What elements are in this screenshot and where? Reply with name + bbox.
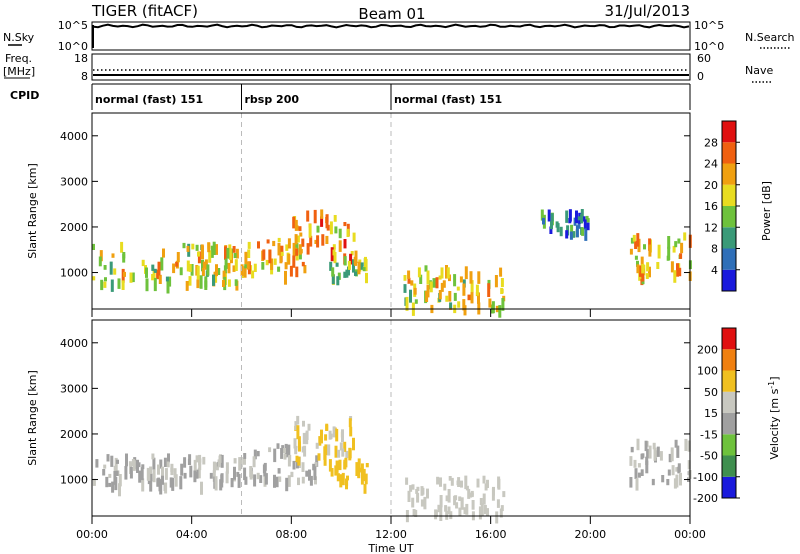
cpid-segment-label: normal (fast) 151 — [95, 93, 203, 106]
station-title: TIGER (fitACF) — [91, 2, 198, 20]
colorbar-swatch — [722, 413, 736, 435]
x-tick-label: 12:00 — [375, 528, 407, 541]
colorbar-swatch — [722, 269, 736, 291]
nsky-panel: N.Sky 10^5 10^0 10^5 10^0 N.Search — [3, 19, 795, 53]
freq-tick-bottom: 8 — [81, 70, 88, 83]
date-title: 31/Jul/2013 — [605, 2, 690, 20]
colorbar-tick-label: 8 — [711, 243, 718, 256]
y-tick-label: 2000 — [60, 221, 88, 234]
colorbar-tick-label: -200 — [693, 492, 718, 505]
colorbar-swatch — [722, 349, 736, 371]
x-tick-label: 08:00 — [275, 528, 307, 541]
nsky-tick-bottom: 10^0 — [58, 40, 88, 53]
nave-label: Nave — [745, 64, 773, 77]
beam-title: Beam 01 — [358, 5, 425, 23]
y-tick-label: 4000 — [60, 337, 88, 350]
echo-region — [540, 209, 590, 241]
colorbar-swatch — [722, 206, 736, 228]
colorbar-tick-label: -100 — [693, 471, 718, 484]
echo-region — [328, 457, 369, 494]
y-tick-label: 1000 — [60, 474, 88, 487]
freq-panel: Freq. [MHz] 18 8 60 0 Nave — [3, 52, 773, 83]
colorbar-swatch — [722, 184, 736, 206]
cpid-label: CPID — [10, 89, 39, 102]
colorbar-swatch — [722, 370, 736, 392]
echo-region — [243, 443, 319, 492]
nsky-trace — [92, 23, 690, 29]
nsky-label: N.Sky — [3, 31, 35, 44]
colorbar-tick-label: 200 — [697, 343, 718, 356]
power-ylabel: Slant Range [km] — [26, 163, 39, 259]
y-tick-label: 4000 — [60, 130, 88, 143]
colorbar-tick-label: 50 — [704, 386, 718, 399]
colorbar-tick-label: 16 — [704, 200, 718, 213]
velocity-colorbar-label: Velocity [m s-1] — [767, 376, 781, 459]
echo-region — [629, 232, 692, 286]
x-axis-label: Time UT — [367, 542, 413, 554]
x-tick-label: 16:00 — [475, 528, 507, 541]
echo-region — [92, 453, 243, 497]
colorbar-tick-label: 20 — [704, 179, 718, 192]
nsearch-label: N.Search — [745, 31, 795, 44]
echo-region — [629, 438, 692, 491]
y-tick-label: 1000 — [60, 267, 88, 280]
colorbar-tick-label: -50 — [700, 450, 718, 463]
colorbar-swatch — [722, 142, 736, 164]
freq-label: Freq. — [5, 52, 32, 65]
nsearch-tick-bottom: 10^0 — [694, 40, 724, 53]
echo-region — [403, 265, 506, 318]
colorbar-swatch — [722, 227, 736, 249]
colorbar-swatch — [722, 328, 736, 350]
echo-region — [243, 237, 307, 285]
power-panel: 1000 2000 3000 4000 Slant Range [km] 4 8 12 16… — [26, 112, 773, 318]
echo-region — [293, 415, 355, 466]
echo-region — [292, 209, 356, 265]
x-tick-label: 00:00 — [76, 528, 108, 541]
nave-tick-top: 60 — [697, 52, 711, 65]
nsearch-tick-top: 10^5 — [694, 19, 724, 32]
colorbar-swatch — [722, 476, 736, 498]
nsky-tick-top: 10^5 — [58, 19, 88, 32]
colorbar-swatch — [722, 455, 736, 477]
colorbar-tick-label: -15 — [700, 428, 718, 441]
echo-region — [329, 250, 368, 286]
colorbar-tick-label: 100 — [697, 365, 718, 378]
colorbar-swatch — [722, 248, 736, 270]
y-tick-label: 3000 — [60, 382, 88, 395]
freq-tick-top: 18 — [74, 52, 88, 65]
cpid-row: CPID normal (fast) 151 rbsp 200 normal (fa… — [10, 83, 691, 110]
colorbar-tick-label: 24 — [704, 158, 718, 171]
colorbar-swatch — [722, 121, 736, 143]
colorbar-swatch — [722, 163, 736, 185]
colorbar-tick-label: 15 — [704, 407, 718, 420]
colorbar-swatch — [722, 434, 736, 456]
y-tick-label: 2000 — [60, 428, 88, 441]
freq-unit-label: [MHz] — [3, 65, 35, 78]
x-axis: 00:00 04:00 08:00 12:00 16:00 20:00 00:00 — [76, 309, 706, 541]
x-tick-label: 00:00 — [674, 528, 706, 541]
colorbar-tick-label: 12 — [704, 221, 718, 234]
x-tick-label: 20:00 — [574, 528, 606, 541]
x-tick-label: 04:00 — [176, 528, 208, 541]
y-tick-label: 3000 — [60, 175, 88, 188]
colorbar-swatch — [722, 391, 736, 413]
power-colorbar-label: Power [dB] — [760, 181, 773, 241]
colorbar-tick-label: 4 — [711, 264, 718, 277]
cpid-segment-label: rbsp 200 — [245, 93, 300, 106]
velocity-panel: 1000 2000 3000 4000 Slant Range [km] 200 100… — [26, 319, 781, 524]
nave-tick-bottom: 0 — [697, 70, 704, 83]
colorbar-tick-label: 28 — [704, 136, 718, 149]
velocity-ylabel: Slant Range [km] — [26, 370, 39, 466]
echo-region — [92, 241, 244, 294]
cpid-segment-label: normal (fast) 151 — [394, 93, 502, 106]
